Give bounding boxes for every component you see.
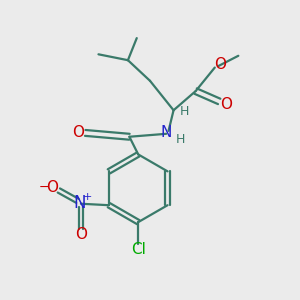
Text: O: O — [75, 226, 87, 242]
Text: N: N — [73, 194, 86, 212]
Text: O: O — [72, 125, 84, 140]
Text: +: + — [83, 192, 92, 202]
Text: H: H — [176, 133, 185, 146]
Text: −: − — [38, 181, 49, 194]
Text: O: O — [46, 180, 58, 195]
Text: H: H — [180, 105, 189, 118]
Text: Cl: Cl — [131, 242, 146, 257]
Text: N: N — [160, 125, 172, 140]
Text: O: O — [214, 56, 226, 71]
Text: O: O — [220, 97, 232, 112]
